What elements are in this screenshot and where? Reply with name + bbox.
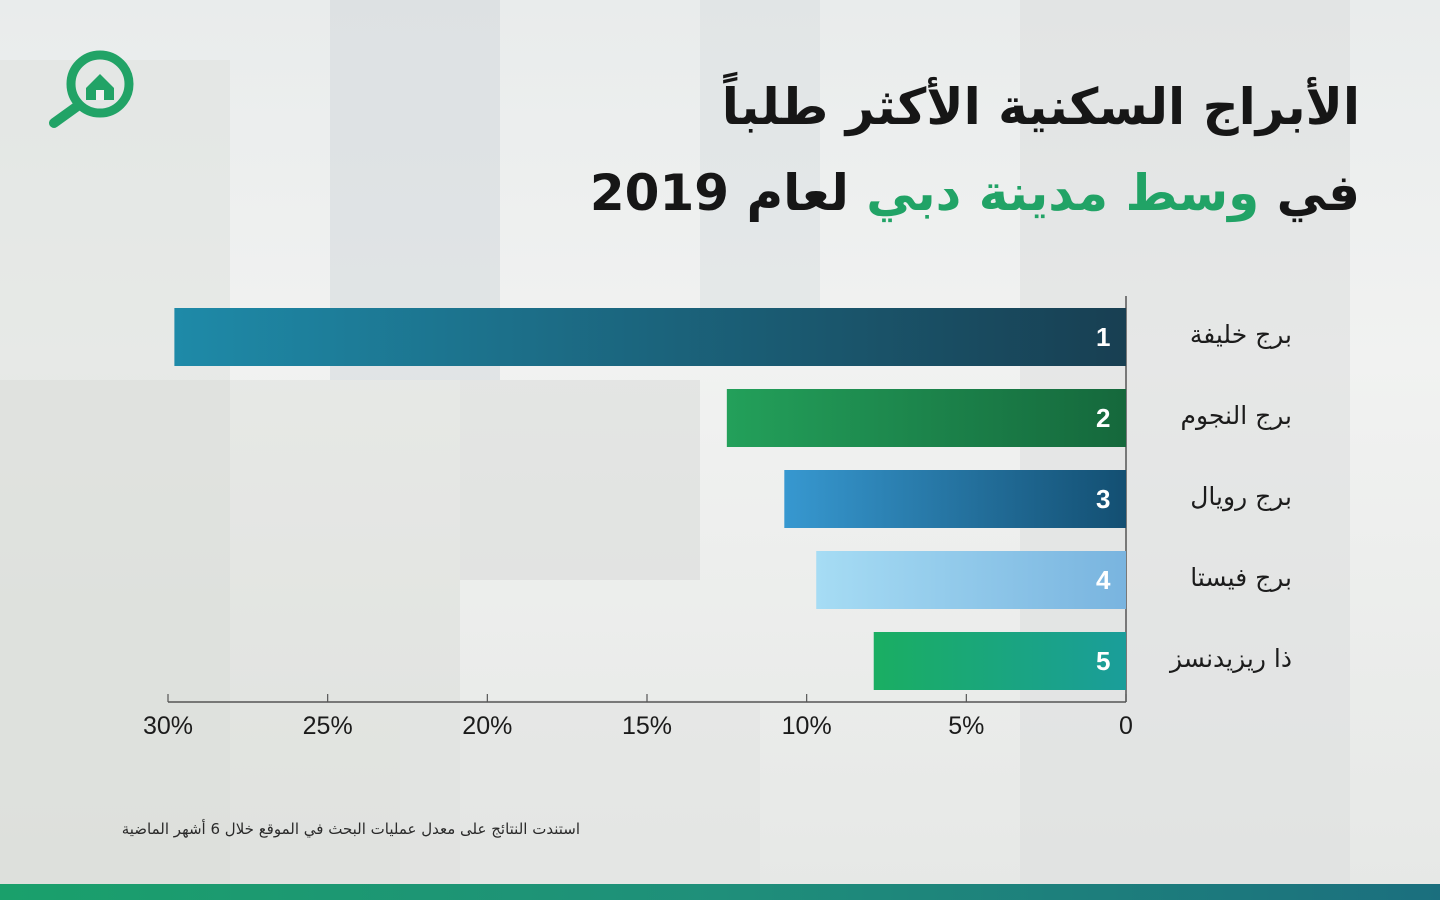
x-tick-label: 10% — [781, 712, 832, 740]
title-accent: وسط مدينة دبي — [866, 164, 1260, 222]
category-label: برج رويال — [1190, 482, 1292, 511]
x-tick-label: 25% — [302, 712, 353, 740]
x-tick-label: 30% — [142, 712, 194, 740]
bar-4 — [816, 551, 1126, 609]
bar-rank-label: 3 — [1096, 484, 1111, 514]
category-label: برج النجوم — [1180, 401, 1292, 430]
page-title: الأبراج السكنية الأكثر طلباً في وسط مدين… — [590, 64, 1360, 236]
footer-bar — [0, 884, 1440, 900]
x-tick-label: 20% — [462, 712, 513, 740]
x-tick-label: 0 — [1119, 712, 1133, 740]
bar-rank-label: 5 — [1096, 646, 1111, 676]
bar-5 — [873, 632, 1126, 690]
bar-3 — [784, 470, 1126, 528]
title-line-2-start: في — [1259, 164, 1360, 222]
title-line-2: في وسط مدينة دبي لعام 2019 — [590, 150, 1360, 236]
title-line-1: الأبراج السكنية الأكثر طلباً — [721, 78, 1360, 136]
category-label: ذا ريزيدنسز — [1170, 644, 1292, 673]
x-tick-label: 5% — [948, 712, 985, 740]
bar-2 — [726, 389, 1126, 447]
category-label: برج فيستا — [1190, 563, 1292, 592]
bar-rank-label: 1 — [1096, 322, 1111, 352]
title-line-2-end: لعام 2019 — [589, 164, 867, 222]
category-label: برج خليفة — [1189, 320, 1292, 349]
bar-rank-label: 2 — [1096, 403, 1111, 433]
footnote: استندت النتائج على معدل عمليات البحث في … — [121, 820, 580, 838]
search-home-logo-icon — [49, 50, 134, 128]
bar-rank-label: 4 — [1096, 565, 1111, 595]
x-tick-label: 15% — [621, 712, 673, 740]
bar-1 — [174, 308, 1127, 366]
